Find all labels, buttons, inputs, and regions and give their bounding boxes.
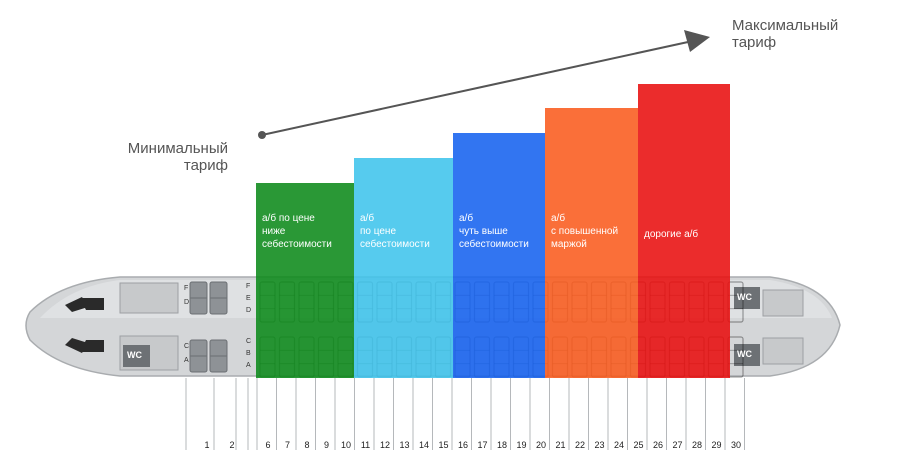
seat-letter: B [246, 350, 251, 357]
row-number: 23 [594, 440, 605, 450]
row-number: 11 [360, 440, 371, 450]
row-number: 14 [418, 440, 429, 450]
row-number: 30 [730, 440, 741, 450]
row-number: 19 [516, 440, 527, 450]
row-number: 24 [613, 440, 624, 450]
tier-bars [256, 84, 730, 378]
seat-letter: E [246, 295, 251, 302]
seat-letter: A [246, 362, 251, 369]
tier-label-3: а/б чуть выше себестоимости [459, 213, 529, 250]
cockpit-frame-lower [80, 340, 104, 352]
seat-letter: D [246, 307, 252, 314]
wc-front [123, 345, 150, 367]
row-number: 28 [691, 440, 702, 450]
front-seat-group [189, 281, 228, 373]
seat-letter: D [184, 299, 190, 306]
row-number: 25 [633, 440, 644, 450]
row-number: 13 [399, 440, 410, 450]
row-number: 22 [574, 440, 585, 450]
tier-bar-4 [545, 108, 638, 378]
seat-letter: F [184, 285, 189, 292]
seat-letter: C [246, 338, 252, 345]
tier-label-5: дорогие а/б [644, 229, 699, 240]
min-tariff-label: Минимальный тариф [127, 140, 228, 174]
price-arrow-line [261, 41, 689, 136]
row-number: 26 [652, 440, 663, 450]
row-number: 1 [204, 440, 210, 450]
row-number: 7 [284, 440, 290, 450]
tier-label-4: а/б с повышенной маржой [551, 213, 619, 250]
tier-label-2: а/б по цене себестоимости [360, 213, 430, 250]
rear-wc-top [734, 287, 760, 309]
rear-galley-top [762, 289, 804, 317]
row-number: 15 [438, 440, 449, 450]
seat-letter: A [184, 357, 189, 364]
row-number: 10 [340, 440, 351, 450]
row-number: 9 [323, 440, 329, 450]
row-number: 12 [379, 440, 390, 450]
tier-bar-3 [453, 133, 545, 378]
row-number: 17 [477, 440, 488, 450]
seat-letter: F [246, 283, 251, 290]
rear-wc-bottom [734, 344, 760, 366]
row-number: 16 [457, 440, 468, 450]
row-number: 8 [304, 440, 310, 450]
row-number: 29 [711, 440, 722, 450]
row-number: 21 [555, 440, 566, 450]
price-arrow-head [684, 30, 710, 52]
row-ticks [185, 378, 745, 450]
wc-label: WC [737, 349, 752, 359]
price-arrow-start [258, 131, 266, 139]
row-number: 18 [496, 440, 507, 450]
row-number: 20 [535, 440, 546, 450]
tier-label-1: а/б по цене ниже себестоимости [262, 213, 332, 250]
tier-bar-2 [354, 158, 453, 378]
cockpit-frame-upper [80, 298, 104, 310]
seat-letter: C [184, 343, 190, 350]
max-tariff-label: Максимальный тариф [732, 17, 839, 51]
row-number: 2 [229, 440, 235, 450]
tier-bar-5 [638, 84, 730, 378]
tier-bar-1 [256, 183, 354, 378]
row-number: 6 [265, 440, 271, 450]
rear-galley-bottom [762, 337, 804, 365]
row-number: 27 [672, 440, 683, 450]
wc-label: WC [127, 350, 142, 360]
wc-label: WC [737, 292, 752, 302]
galley-top [119, 282, 179, 314]
